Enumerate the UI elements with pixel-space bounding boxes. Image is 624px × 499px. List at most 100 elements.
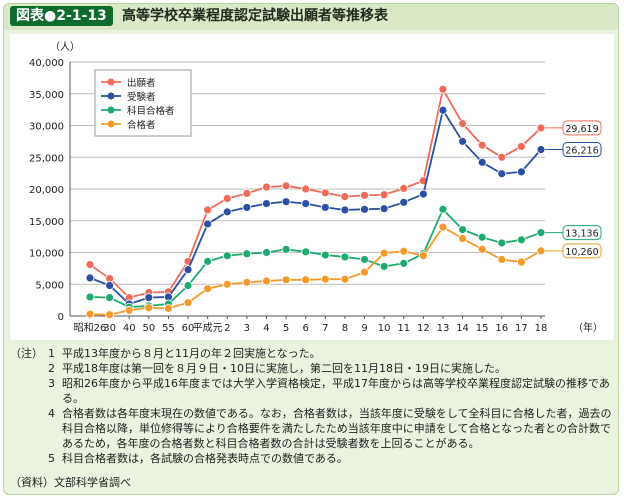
data-point [281, 197, 291, 207]
data-point [360, 267, 369, 277]
x-tick-label: 5 [283, 323, 289, 334]
x-tick-label: 4 [263, 323, 269, 334]
data-point [418, 251, 428, 261]
data-point [281, 275, 291, 285]
source-row: （資料） 文部科学省調べ [10, 475, 614, 490]
line-chart: 0 5,000 10,000 15,000 20,000 25,000 30,000 35,0… [29, 41, 603, 334]
data-point [418, 189, 428, 199]
data-point [281, 181, 291, 191]
data-point [105, 310, 115, 320]
note-number: 3 [48, 377, 55, 390]
data-point [144, 303, 154, 313]
x-tick-label: 15 [476, 323, 489, 334]
data-point [438, 222, 448, 232]
data-point [458, 234, 467, 243]
data-point [203, 219, 213, 229]
data-point [203, 284, 213, 294]
figure-label: 図表●2-1-13 [10, 6, 113, 26]
data-point [301, 184, 311, 194]
source-head: （資料） [10, 476, 54, 489]
x-tick-label: 12 [417, 323, 430, 334]
data-point [301, 199, 311, 209]
data-point [379, 190, 389, 200]
data-point [458, 119, 467, 128]
note-row: 4 合格者数は各年度末現在の数値である。なお，合格者数は，当該年度に受験をして全… [10, 406, 614, 451]
note-row: 3 昭和26年度から平成16年度までは大学入学資格検定，平成17年度からは高等学… [10, 376, 614, 406]
data-point [262, 199, 271, 209]
data-point [477, 140, 487, 150]
data-point [516, 235, 526, 245]
legend-label: 出願者 [127, 77, 156, 89]
data-point [242, 249, 252, 259]
x-tick-label: 55 [162, 323, 175, 334]
data-point [497, 152, 507, 162]
data-point [438, 84, 448, 94]
figure-title: 高等学校卒業程度認定試験出願者等推移表 [122, 8, 388, 24]
data-point [379, 204, 389, 214]
note-row: （注） 1 平成13年度から８月と11月の年２回実施となった。 [10, 346, 614, 361]
end-label-box [562, 225, 602, 241]
end-label-box [562, 243, 602, 259]
y-tick-label: 20,000 [29, 185, 64, 196]
note-text: 科目合格者数は，各試験の合格発表時点での数値である。 [62, 452, 348, 465]
data-point [477, 157, 487, 167]
data-point [144, 293, 154, 302]
x-tick-label: 30 [103, 323, 116, 334]
data-point [183, 265, 193, 275]
data-point [262, 276, 271, 286]
data-point [497, 255, 507, 264]
y-axis-unit: （人） [50, 41, 80, 53]
legend-label: 受験者 [127, 91, 156, 103]
data-point [222, 279, 232, 289]
x-tick-label: 13 [437, 323, 450, 334]
note-number: 1 [48, 347, 55, 360]
notes-section: （注） 1 平成13年度から８月と11月の年２回実施となった。 2 平成18年度… [10, 346, 614, 490]
data-point [536, 123, 546, 133]
x-tick-label: 2 [224, 323, 230, 334]
data-point [124, 305, 134, 315]
y-tick-label: 40,000 [29, 58, 64, 69]
data-point [340, 274, 350, 284]
y-tick-label: 10,000 [29, 249, 64, 260]
note-text: 平成18年度は第一回を８月９日・10日に実施し，第二回を11月18日・19日に実… [62, 362, 506, 375]
x-tick-label: 10 [378, 323, 391, 334]
end-label-box [562, 142, 602, 158]
data-point [399, 183, 409, 193]
x-tick-label: 11 [397, 323, 410, 334]
x-tick-label: 3 [244, 323, 250, 334]
data-point [399, 258, 409, 268]
note-number: 5 [48, 452, 55, 465]
data-point [85, 309, 95, 319]
data-point [536, 246, 546, 256]
x-tick-label: 7 [322, 323, 328, 334]
data-point [340, 252, 350, 262]
data-point [320, 188, 330, 198]
y-tick-label: 35,000 [29, 90, 64, 101]
x-tick-label: 40 [123, 323, 136, 334]
data-point [477, 232, 487, 242]
data-point [458, 225, 467, 235]
note-row: 5 科目合格者数は，各試験の合格発表時点での数値である。 [10, 451, 614, 466]
data-point [379, 262, 389, 271]
note-number: 4 [48, 407, 55, 420]
data-point [477, 244, 487, 254]
data-point [242, 189, 252, 198]
data-point [379, 248, 389, 258]
data-point [516, 167, 526, 177]
x-tick-label: 平成元 [193, 322, 223, 334]
data-point [438, 204, 448, 214]
data-point [203, 256, 213, 266]
note-text: 平成13年度から８月と11月の年２回実施となった。 [62, 347, 321, 360]
data-point [320, 203, 330, 212]
x-tick-label: 9 [361, 323, 367, 334]
data-point [222, 251, 232, 261]
legend-label: 科目合格者 [127, 105, 175, 117]
x-tick-label: 17 [515, 323, 528, 334]
data-point [360, 190, 369, 200]
y-tick-label: 30,000 [29, 122, 64, 133]
notes-head: （注） [10, 347, 43, 360]
x-axis-unit: （年） [573, 321, 603, 334]
legend-marker [107, 78, 115, 86]
note-text: 昭和26年度から平成16年度までは大学入学資格検定，平成17年度からは高等学校卒… [62, 377, 610, 405]
data-point [183, 298, 193, 308]
